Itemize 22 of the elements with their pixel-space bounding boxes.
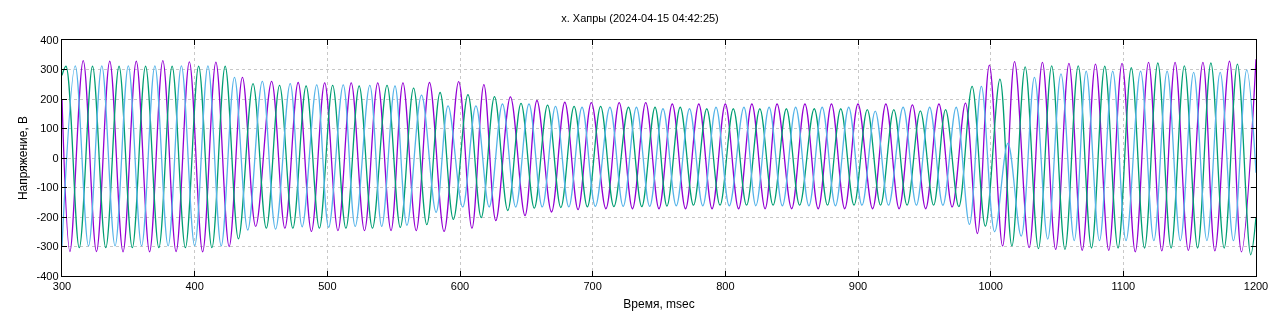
x-tick-label: 600: [450, 280, 470, 293]
x-tick-label: 1100: [1111, 280, 1136, 293]
chart-title: х. Хапры (2024-04-15 04:42:25): [561, 12, 719, 25]
x-tick-label: 900: [848, 280, 868, 293]
x-tick-label: 700: [583, 280, 602, 293]
y-tick-label: 400: [40, 33, 59, 46]
x-tick-label: 500: [318, 280, 337, 293]
y-tick-label: 100: [40, 122, 59, 135]
y-tick-label: 0: [52, 151, 59, 164]
x-tick-label: 1200: [1243, 280, 1269, 293]
y-tick-label: 300: [40, 63, 59, 76]
y-axis-title: Напряжение, В: [15, 115, 30, 201]
y-tick-label: -300: [36, 240, 59, 253]
x-tick-label: 800: [716, 280, 735, 293]
x-tick-label: 1000: [978, 280, 1003, 293]
y-tick-label: -100: [36, 181, 59, 194]
y-tick-label: 200: [40, 92, 59, 105]
x-tick-label: 400: [185, 280, 204, 293]
y-tick-label: -200: [36, 210, 59, 223]
x-axis-title: Время, msec: [623, 297, 695, 312]
x-tick-label: 300: [52, 280, 72, 293]
y-tick-label: -400: [36, 269, 59, 282]
